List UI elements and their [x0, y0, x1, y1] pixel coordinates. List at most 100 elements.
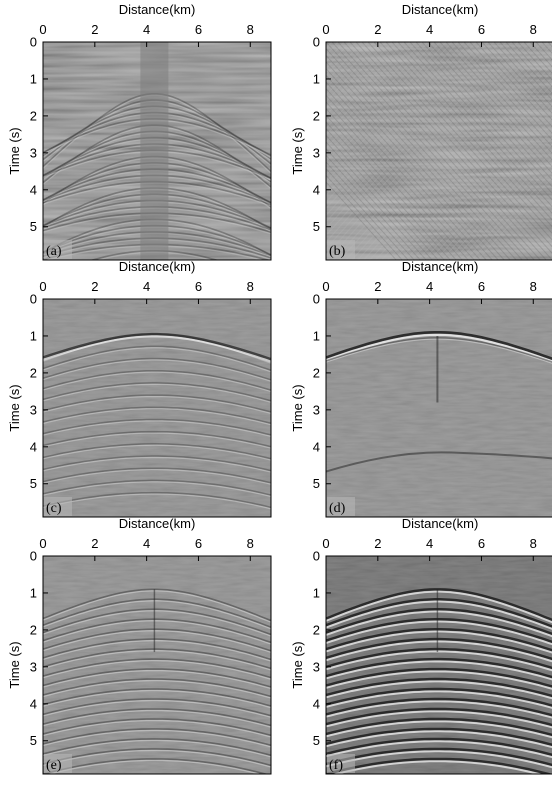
- x-tick-label: 0: [39, 22, 46, 37]
- plot-frame: [325, 41, 552, 261]
- y-tick-label: 5: [313, 476, 320, 491]
- x-tick-label: 8: [530, 279, 537, 294]
- y-tick-label: 4: [313, 696, 320, 711]
- x-tick-label: 0: [39, 536, 46, 551]
- x-tick-label: 6: [195, 22, 202, 37]
- x-tick-label: 4: [426, 279, 433, 294]
- x-tick-label: 8: [247, 22, 254, 37]
- plot-frame: [42, 41, 272, 261]
- plot-frame: [325, 555, 552, 775]
- seismic-image: [326, 42, 552, 260]
- y-axis-label: Time (s): [7, 641, 22, 688]
- seismic-image: [43, 42, 271, 260]
- panel-label: (c): [46, 501, 62, 516]
- y-axis-label: Time (s): [290, 384, 305, 431]
- y-tick-label: 3: [313, 402, 320, 417]
- x-tick-label: 6: [478, 536, 485, 551]
- y-tick-label: 0: [313, 292, 320, 307]
- x-tick-label: 2: [374, 536, 381, 551]
- x-tick-label: 0: [322, 279, 329, 294]
- y-tick-label: 0: [313, 35, 320, 50]
- y-tick-label: 2: [30, 365, 37, 380]
- y-tick-label: 5: [30, 733, 37, 748]
- y-tick-label: 0: [313, 549, 320, 564]
- x-tick-label: 0: [322, 536, 329, 551]
- x-tick-label: 0: [39, 279, 46, 294]
- y-tick-label: 1: [30, 71, 37, 86]
- y-tick-label: 1: [313, 328, 320, 343]
- y-tick-label: 1: [313, 585, 320, 600]
- y-tick-label: 5: [313, 733, 320, 748]
- y-tick-label: 5: [313, 219, 320, 234]
- seismic-image: [43, 556, 271, 774]
- y-tick-label: 1: [30, 585, 37, 600]
- y-tick-label: 2: [313, 108, 320, 123]
- panel-label: (f): [329, 758, 343, 773]
- panel-label: (a): [46, 244, 62, 259]
- x-tick-label: 2: [91, 279, 98, 294]
- x-tick-label: 6: [195, 536, 202, 551]
- plot-frame: [325, 298, 552, 518]
- x-tick-label: 6: [478, 22, 485, 37]
- x-tick-label: 4: [426, 22, 433, 37]
- y-tick-label: 1: [30, 328, 37, 343]
- x-axis-label: Distance(km): [402, 2, 479, 17]
- x-axis-label: Distance(km): [402, 259, 479, 274]
- y-tick-label: 4: [30, 696, 37, 711]
- y-axis-label: Time (s): [7, 384, 22, 431]
- x-tick-label: 6: [195, 279, 202, 294]
- panel-c: Distance(km) 0 2 4 6 8 0 1 2 3 4 5 Time (s) (c): [7, 259, 272, 518]
- y-axis-label: Time (s): [290, 641, 305, 688]
- x-axis-label: Distance(km): [119, 516, 196, 531]
- panel-f: Distance(km) 0 2 4 6 8 0 1 2 3 4 5 Time (s) (f): [290, 516, 552, 775]
- panel-label: (d): [329, 501, 346, 516]
- panel-b: Distance(km) 0 2 4 6 8 0 1 2 3 4 5 Time (s) (b): [290, 2, 552, 261]
- x-tick-label: 2: [91, 536, 98, 551]
- y-tick-label: 3: [313, 659, 320, 674]
- x-axis-label: Distance(km): [119, 259, 196, 274]
- y-tick-label: 2: [30, 108, 37, 123]
- y-tick-label: 3: [30, 402, 37, 417]
- x-axis-label: Distance(km): [402, 516, 479, 531]
- y-axis-label: Time (s): [7, 127, 22, 174]
- y-tick-label: 4: [313, 182, 320, 197]
- x-tick-label: 2: [374, 22, 381, 37]
- x-tick-label: 8: [530, 536, 537, 551]
- seismic-image: [326, 299, 552, 517]
- panel-e: Distance(km) 0 2 4 6 8 0 1 2 3 4 5 Time (s) (e): [7, 516, 272, 775]
- y-tick-label: 4: [313, 439, 320, 454]
- panel-d: Distance(km) 0 2 4 6 8 0 1 2 3 4 5 Time (s) (d): [290, 259, 552, 518]
- y-tick-label: 3: [313, 145, 320, 160]
- y-tick-label: 4: [30, 182, 37, 197]
- y-tick-label: 0: [30, 35, 37, 50]
- x-axis-label: Distance(km): [119, 2, 196, 17]
- x-tick-label: 8: [530, 22, 537, 37]
- y-tick-label: 5: [30, 476, 37, 491]
- y-tick-label: 3: [30, 659, 37, 674]
- y-tick-label: 4: [30, 439, 37, 454]
- x-tick-label: 2: [91, 22, 98, 37]
- y-tick-label: 1: [313, 71, 320, 86]
- y-tick-label: 0: [30, 549, 37, 564]
- panel-label: (b): [329, 244, 346, 259]
- x-tick-label: 4: [143, 279, 150, 294]
- seismic-image: [326, 556, 552, 774]
- x-tick-label: 8: [247, 536, 254, 551]
- y-tick-label: 2: [313, 365, 320, 380]
- panel-label: (e): [46, 758, 62, 773]
- x-tick-label: 4: [143, 536, 150, 551]
- panel-a: Distance(km) 0 2 4 6 8 0 1 2 3 4 5 Time (s) (a): [7, 2, 272, 261]
- y-tick-label: 5: [30, 219, 37, 234]
- x-tick-label: 4: [426, 536, 433, 551]
- x-tick-label: 0: [322, 22, 329, 37]
- y-tick-label: 0: [30, 292, 37, 307]
- x-tick-label: 2: [374, 279, 381, 294]
- y-tick-label: 2: [313, 622, 320, 637]
- x-tick-label: 8: [247, 279, 254, 294]
- plot-frame: [42, 298, 272, 518]
- plot-frame: [42, 555, 272, 775]
- x-tick-label: 6: [478, 279, 485, 294]
- seismic-image: [43, 299, 271, 517]
- x-tick-label: 4: [143, 22, 150, 37]
